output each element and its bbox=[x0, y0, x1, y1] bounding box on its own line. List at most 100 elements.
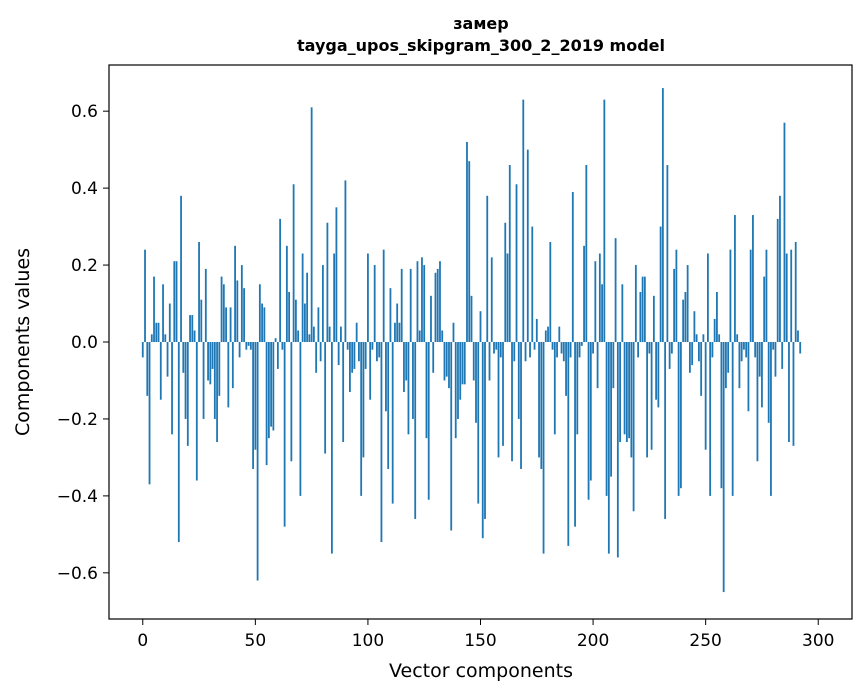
bar-254 bbox=[713, 318, 716, 342]
bar-226 bbox=[650, 342, 653, 450]
bar-186 bbox=[560, 342, 563, 354]
bar-35 bbox=[220, 276, 223, 342]
bar-10 bbox=[164, 334, 167, 342]
bar-101 bbox=[369, 342, 372, 400]
bar-123 bbox=[418, 330, 421, 342]
bar-170 bbox=[524, 342, 527, 362]
y-tick-label: 0.2 bbox=[71, 256, 98, 276]
bar-152 bbox=[484, 342, 486, 519]
bar-218 bbox=[632, 342, 635, 512]
bar-145 bbox=[468, 161, 471, 342]
bar-21 bbox=[189, 315, 191, 342]
bar-0 bbox=[141, 342, 144, 358]
plot-frame bbox=[108, 64, 853, 620]
bar-105 bbox=[378, 342, 381, 358]
bar-102 bbox=[371, 342, 374, 350]
bar-134 bbox=[443, 342, 446, 381]
bar-179 bbox=[544, 330, 547, 342]
bar-53 bbox=[261, 303, 263, 342]
bar-203 bbox=[598, 253, 601, 342]
bar-286 bbox=[785, 253, 788, 342]
bar-51 bbox=[256, 342, 259, 581]
bar-27 bbox=[202, 342, 205, 419]
y-tick-label: −0.4 bbox=[57, 487, 98, 507]
x-tick-label: 150 bbox=[464, 631, 496, 651]
bar-168 bbox=[520, 342, 522, 469]
bar-202 bbox=[596, 342, 599, 389]
bar-190 bbox=[569, 342, 572, 358]
bar-90 bbox=[344, 180, 347, 342]
bar-248 bbox=[700, 342, 703, 396]
bar-197 bbox=[585, 165, 588, 342]
bar-252 bbox=[709, 342, 712, 496]
bar-12 bbox=[168, 303, 171, 342]
bar-185 bbox=[558, 326, 561, 342]
bar-257 bbox=[720, 342, 723, 489]
bar-227 bbox=[652, 295, 655, 342]
bar-162 bbox=[506, 253, 509, 342]
bar-161 bbox=[504, 222, 507, 342]
bar-240 bbox=[682, 299, 685, 342]
bar-18 bbox=[182, 342, 185, 373]
bar-127 bbox=[427, 342, 430, 500]
bar-182 bbox=[551, 342, 554, 350]
bar-109 bbox=[387, 342, 390, 469]
bar-67 bbox=[292, 184, 295, 342]
bar-274 bbox=[758, 342, 761, 377]
bar-130 bbox=[434, 272, 437, 342]
bar-178 bbox=[542, 342, 545, 554]
bar-5 bbox=[153, 276, 155, 342]
bar-181 bbox=[549, 241, 552, 342]
bar-220 bbox=[637, 342, 640, 358]
bar-221 bbox=[639, 291, 642, 342]
bar-270 bbox=[749, 249, 752, 342]
bar-189 bbox=[567, 342, 570, 546]
bar-198 bbox=[587, 342, 590, 500]
bar-156 bbox=[493, 342, 495, 354]
bar-262 bbox=[731, 342, 734, 496]
bar-188 bbox=[565, 342, 567, 396]
bar-128 bbox=[430, 295, 432, 342]
bar-28 bbox=[204, 268, 207, 342]
bar-163 bbox=[508, 165, 511, 342]
bar-14 bbox=[173, 261, 176, 342]
bar-54 bbox=[263, 307, 266, 343]
bar-211 bbox=[616, 342, 619, 558]
bar-219 bbox=[634, 265, 637, 342]
y-tick-label: −0.2 bbox=[57, 410, 98, 430]
y-tick-label: 0.4 bbox=[71, 179, 98, 199]
bar-245 bbox=[693, 311, 696, 342]
bar-160 bbox=[502, 342, 504, 446]
bar-139 bbox=[454, 342, 457, 439]
bar-94 bbox=[353, 342, 356, 369]
y-tick-label: 0.6 bbox=[71, 102, 98, 122]
bar-112 bbox=[394, 322, 396, 342]
bar-106 bbox=[380, 342, 383, 543]
bar-99 bbox=[364, 342, 367, 369]
bar-43 bbox=[238, 342, 241, 358]
bar-133 bbox=[441, 330, 444, 342]
bar-115 bbox=[400, 268, 403, 342]
bar-11 bbox=[166, 342, 169, 377]
bar-258 bbox=[722, 342, 725, 593]
bar-9 bbox=[162, 284, 164, 342]
bar-175 bbox=[535, 318, 538, 342]
x-axis-label: Vector components bbox=[389, 660, 573, 682]
bar-289 bbox=[792, 342, 795, 446]
bar-229 bbox=[657, 342, 660, 408]
bar-278 bbox=[767, 342, 770, 423]
bar-164 bbox=[511, 342, 513, 462]
bar-6 bbox=[155, 322, 158, 342]
bar-111 bbox=[391, 342, 394, 504]
bar-196 bbox=[583, 245, 585, 342]
bar-2 bbox=[146, 342, 149, 396]
bar-277 bbox=[765, 249, 768, 342]
bar-116 bbox=[403, 342, 405, 393]
bar-107 bbox=[382, 249, 385, 342]
bar-120 bbox=[412, 342, 414, 419]
bar-149 bbox=[477, 342, 480, 504]
chart-title: замер bbox=[453, 14, 508, 33]
bar-246 bbox=[695, 334, 698, 342]
bar-244 bbox=[691, 342, 694, 366]
